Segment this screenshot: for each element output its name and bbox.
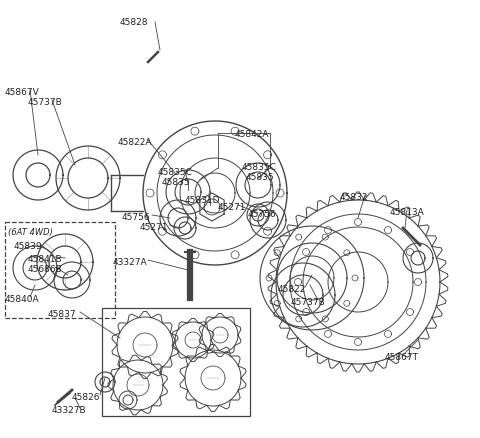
Text: 45867V: 45867V xyxy=(5,88,40,97)
Text: 45842A: 45842A xyxy=(235,130,269,139)
Text: 45839: 45839 xyxy=(14,242,43,251)
Text: 45756: 45756 xyxy=(248,210,276,219)
Text: 45835C: 45835C xyxy=(242,163,277,172)
Text: 45835: 45835 xyxy=(162,178,191,187)
Bar xyxy=(102,308,250,416)
Text: 45831D: 45831D xyxy=(185,196,220,205)
Text: 45756: 45756 xyxy=(122,213,151,222)
Text: (6AT 4WD): (6AT 4WD) xyxy=(8,228,53,237)
Text: 45867T: 45867T xyxy=(385,353,419,362)
Text: 45837: 45837 xyxy=(48,310,77,319)
Text: 45832: 45832 xyxy=(340,193,369,202)
Bar xyxy=(5,222,115,318)
Text: 43327A: 43327A xyxy=(113,258,148,267)
Text: 45826: 45826 xyxy=(72,393,100,402)
Text: 45835C: 45835C xyxy=(158,168,193,177)
Text: 45822: 45822 xyxy=(278,285,306,294)
Text: 45813A: 45813A xyxy=(390,208,425,217)
Text: 45737B: 45737B xyxy=(28,98,63,107)
Text: 45835: 45835 xyxy=(246,173,275,182)
Text: 45840A: 45840A xyxy=(5,295,40,304)
Text: 45686B: 45686B xyxy=(28,265,63,274)
Text: 45822A: 45822A xyxy=(118,138,153,147)
Text: 45271: 45271 xyxy=(140,223,168,232)
Text: 43327B: 43327B xyxy=(52,406,86,415)
Text: 45841B: 45841B xyxy=(28,255,62,264)
Text: 45271: 45271 xyxy=(218,203,247,212)
Text: 45737B: 45737B xyxy=(291,298,326,307)
Text: 45828: 45828 xyxy=(120,18,148,27)
